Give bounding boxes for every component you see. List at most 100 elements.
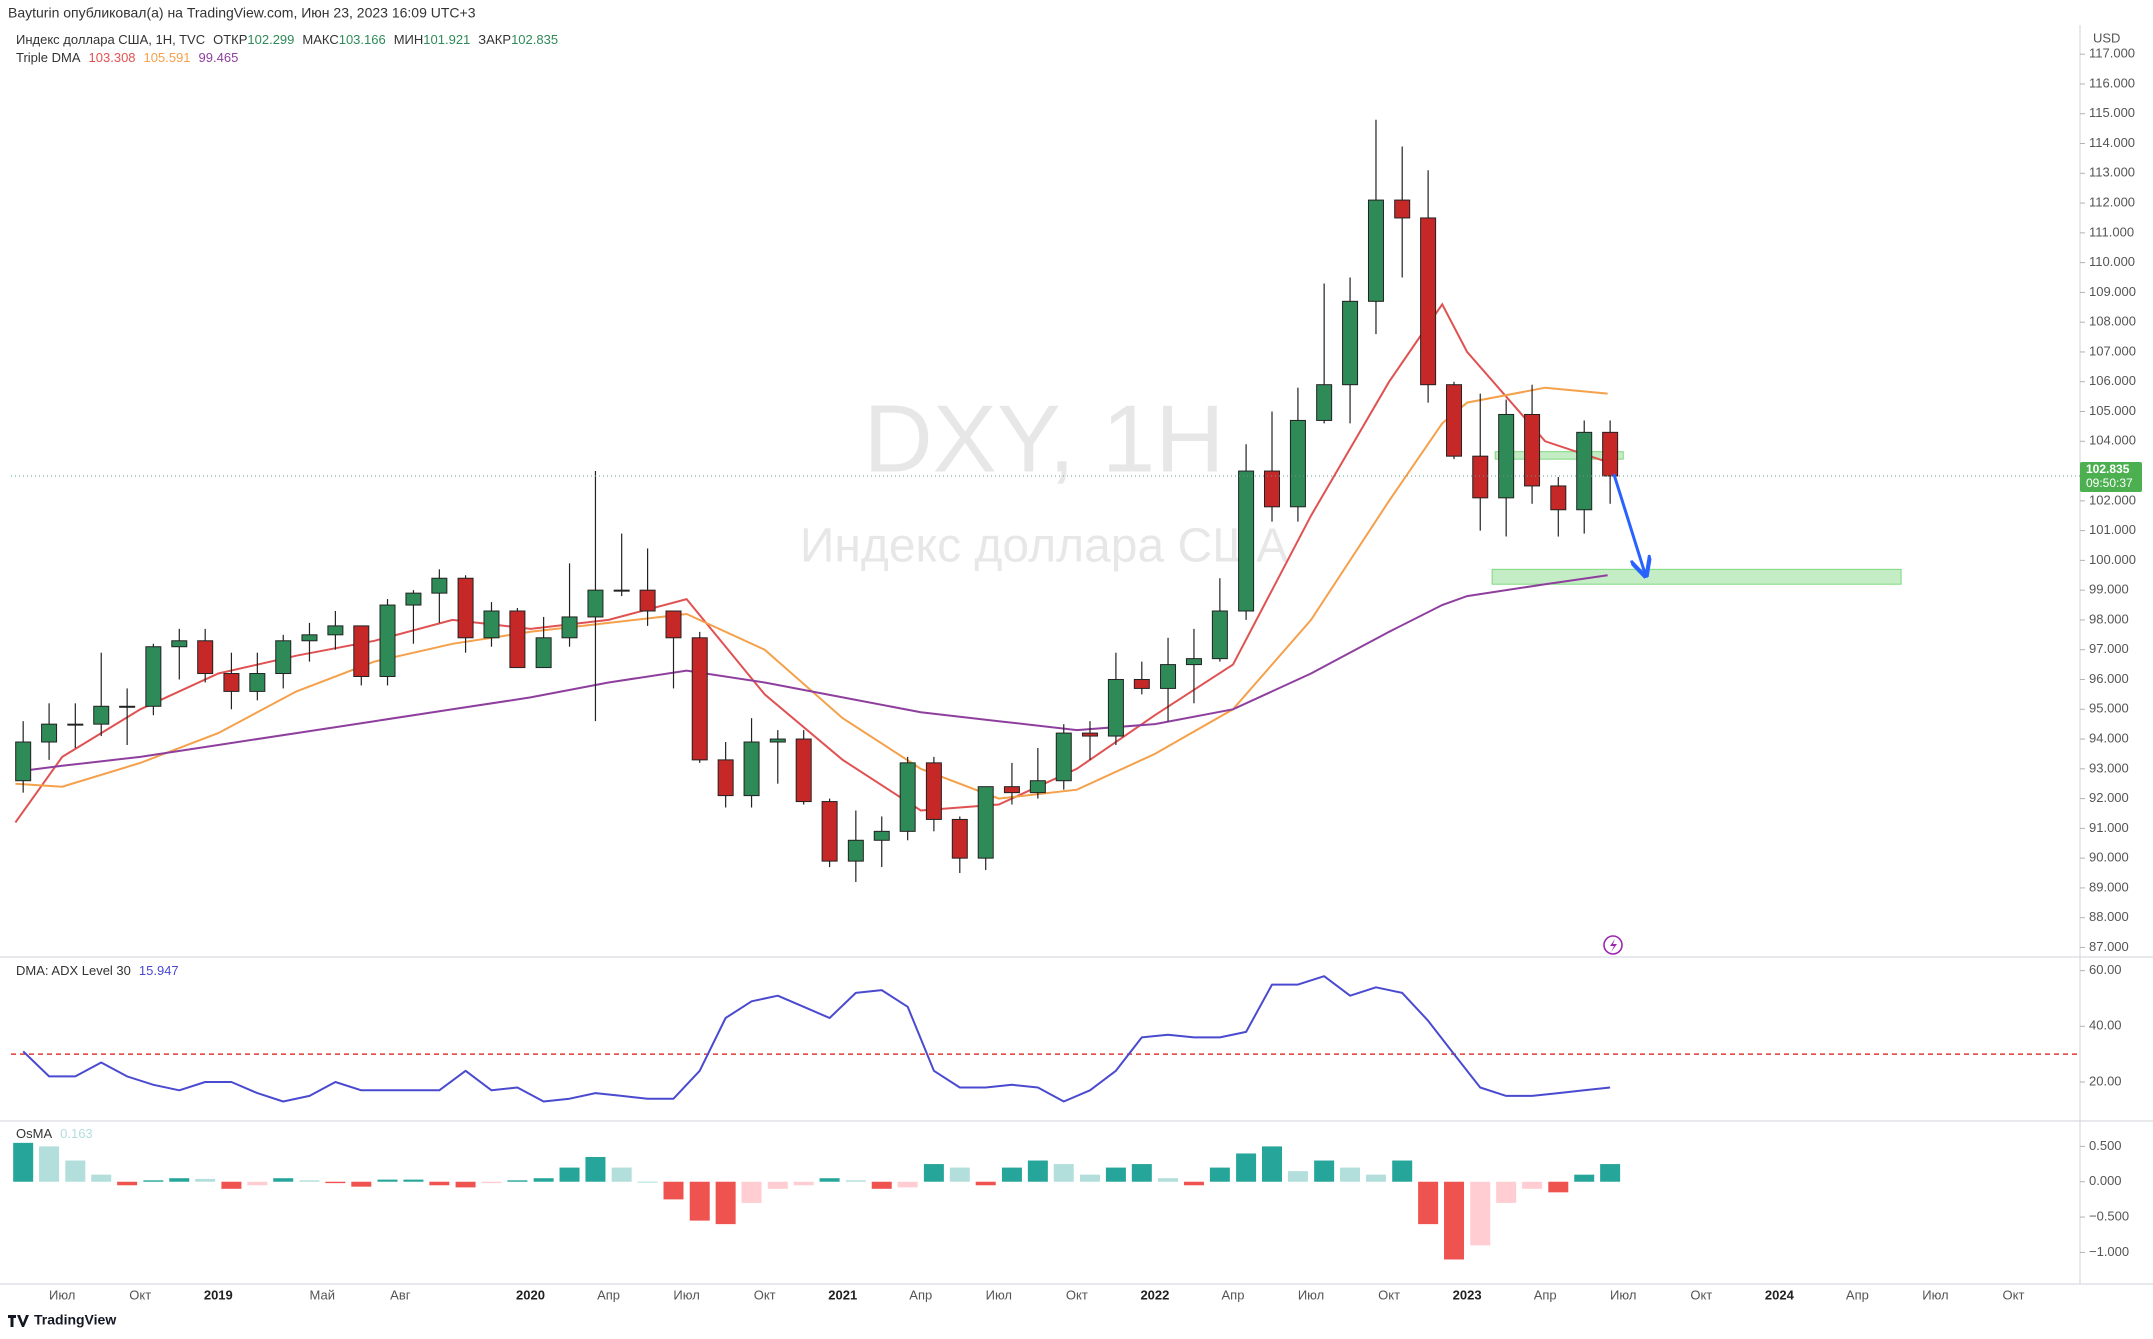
histogram-bar: [1548, 1181, 1569, 1193]
y-tick-label: 112.000: [2089, 195, 2135, 210]
y-tick-label: 108.000: [2089, 314, 2136, 329]
x-tick-label: Июл: [673, 1287, 699, 1302]
x-tick-label: Окт: [1690, 1287, 1712, 1302]
y-tick-label: 114.000: [2089, 135, 2135, 150]
y-tick-label: 90.000: [2089, 850, 2129, 865]
candle-body: [1498, 413, 1515, 499]
symbol-label: Индекс доллара США, 1H, TVC: [16, 32, 205, 47]
x-tick-label: Май: [310, 1287, 335, 1302]
candle-body: [1081, 732, 1098, 737]
y-tick-label: 117.000: [2089, 46, 2135, 61]
candle-body: [1029, 780, 1046, 794]
histogram-bar: [1365, 1174, 1386, 1182]
histogram-bar: [1027, 1160, 1048, 1182]
histogram-bar: [1183, 1181, 1204, 1186]
histogram-bar: [299, 1180, 320, 1182]
adx-line: [22, 975, 1611, 1103]
y-tick-label: 96.000: [2089, 671, 2129, 686]
y-tick-label: 87.000: [2089, 939, 2129, 954]
publish-header: Bayturin опубликовал(а) на TradingView.c…: [8, 5, 476, 21]
candle-body: [795, 738, 812, 803]
histogram-bar: [741, 1181, 762, 1203]
x-tick-label: 2022: [1140, 1287, 1169, 1302]
histogram-bar: [1236, 1153, 1257, 1182]
footer-logo: [8, 1315, 29, 1327]
candle-body: [509, 610, 526, 669]
histogram-bar: [1470, 1181, 1491, 1246]
histogram-bar: [455, 1181, 476, 1188]
candle-body: [1238, 470, 1255, 612]
candle-body: [951, 818, 968, 859]
x-tick-label: Апр: [597, 1287, 620, 1302]
candle-body: [41, 723, 58, 743]
last-price-tag: [2080, 461, 2142, 492]
x-tick-label: Авг: [390, 1287, 411, 1302]
y-tick-label: 93.000: [2089, 760, 2129, 775]
candle-body: [1055, 732, 1072, 782]
histogram-bar: [715, 1181, 736, 1225]
histogram-bar: [507, 1180, 528, 1182]
candle-body: [67, 723, 84, 726]
histogram-bar: [247, 1181, 268, 1186]
y-tick-label: 105.000: [2089, 403, 2136, 418]
histogram-bar: [819, 1178, 840, 1182]
y-tick-label: 92.000: [2089, 790, 2129, 805]
candle-body: [275, 640, 292, 675]
histogram-bar: [1131, 1164, 1152, 1182]
candle-body: [587, 589, 604, 618]
histogram-bar: [1340, 1167, 1361, 1182]
indicator-name: DMA: ADX Level 30: [16, 963, 131, 978]
candle-body: [639, 589, 656, 612]
candle-body: [1316, 384, 1333, 421]
currency-label: USD: [2093, 30, 2120, 45]
candle-body: [873, 830, 890, 841]
y-tick-label: 20.00: [2089, 1073, 2122, 1088]
histogram-bar: [481, 1181, 502, 1184]
candle-body: [977, 786, 994, 859]
candle-body: [119, 705, 136, 708]
candle-body: [1472, 455, 1489, 499]
support-zone: [1494, 451, 1624, 460]
histogram-bar: [845, 1180, 866, 1182]
histogram-bar: [169, 1178, 190, 1182]
candle-body: [743, 741, 760, 797]
x-tick-label: Окт: [129, 1287, 151, 1302]
y-tick-label: 100.000: [2089, 552, 2136, 567]
y-tick-label: 99.000: [2089, 582, 2129, 597]
histogram-bar: [351, 1181, 372, 1187]
candle-body: [15, 741, 32, 782]
candle-body: [1003, 786, 1020, 794]
moving-average: [15, 386, 1608, 800]
histogram-bar: [429, 1181, 450, 1186]
candle-body: [223, 673, 240, 692]
histogram-bar: [221, 1181, 242, 1189]
histogram-bar: [1262, 1146, 1283, 1182]
candle-body: [821, 801, 838, 862]
x-tick-label: Апр: [1222, 1287, 1245, 1302]
y-tick-label: 0.500: [2089, 1138, 2122, 1153]
y-tick-label: 115.000: [2089, 105, 2135, 120]
candle-body: [431, 577, 448, 594]
y-tick-label: 101.000: [2089, 522, 2136, 537]
ohlc-value: 102.299: [247, 32, 294, 47]
y-tick-label: 95.000: [2089, 701, 2129, 716]
x-tick-label: Окт: [754, 1287, 776, 1302]
ohlc-value: 102.835: [511, 32, 558, 47]
x-tick-label: 2021: [828, 1287, 857, 1302]
histogram-bar: [793, 1181, 814, 1186]
indicator-value: 15.947: [139, 963, 179, 978]
indicator-name: OsMA: [16, 1126, 52, 1141]
y-tick-label: 89.000: [2089, 879, 2129, 894]
candle-body: [327, 625, 344, 636]
y-tick-label: 109.000: [2089, 284, 2136, 299]
y-tick-label: 111.000: [2089, 224, 2134, 239]
histogram-bar: [1392, 1160, 1413, 1182]
indicator-value: 103.308: [89, 50, 136, 65]
candle-body: [1107, 678, 1124, 737]
ohlc-value: 103.166: [339, 32, 386, 47]
y-tick-label: 110.000: [2089, 254, 2135, 269]
countdown-label: 09:50:37: [2086, 476, 2133, 490]
watermark-name: Индекс доллара США: [800, 520, 1288, 573]
x-tick-label: 2019: [204, 1287, 233, 1302]
